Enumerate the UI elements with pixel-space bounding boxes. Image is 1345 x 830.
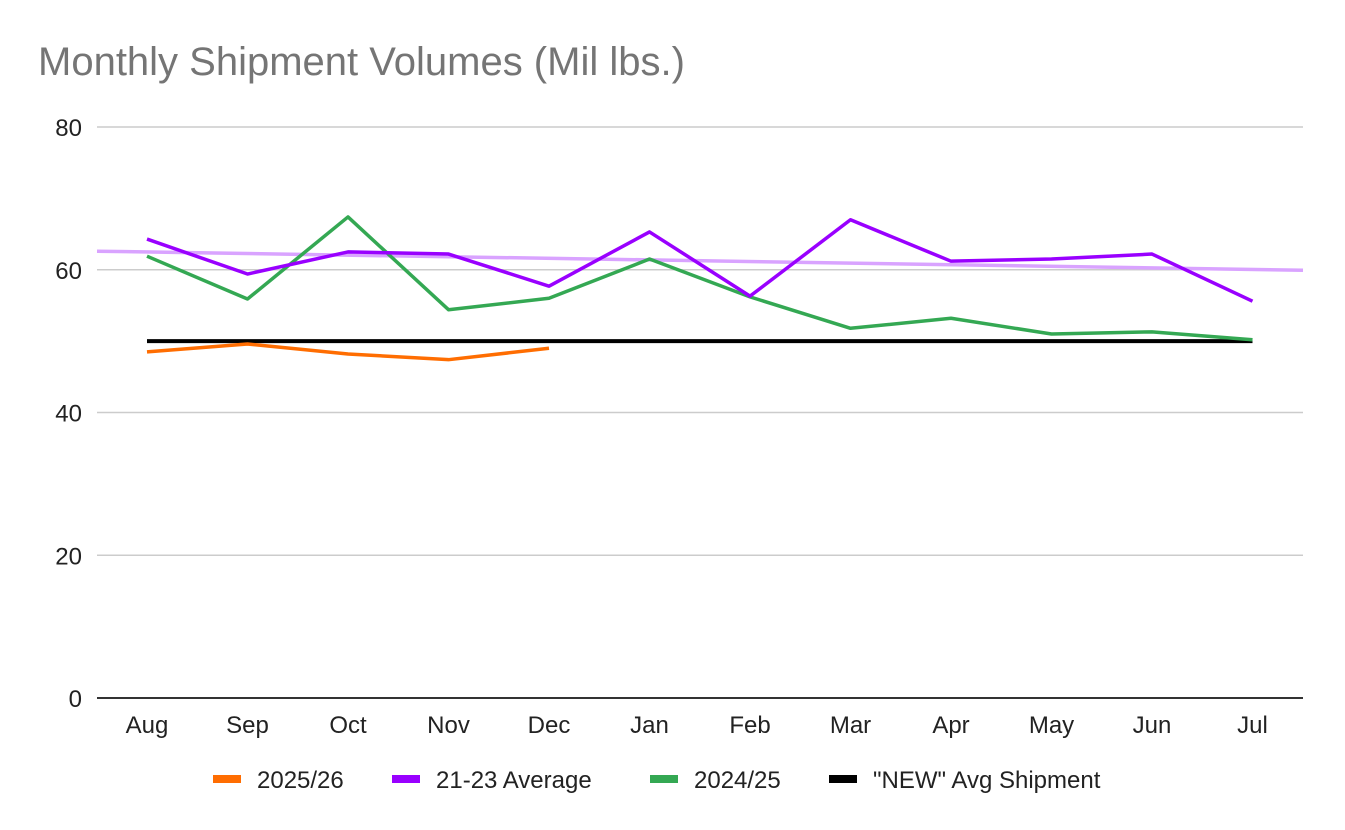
x-tick-label: Sep <box>226 712 269 739</box>
x-tick-label: Jan <box>630 712 669 739</box>
legend-label: 21-23 Average <box>436 767 592 794</box>
chart-title: Monthly Shipment Volumes (Mil lbs.) <box>38 40 685 84</box>
trendline <box>96 249 1304 272</box>
x-tick-label: Feb <box>729 712 770 739</box>
legend-label: 2024/25 <box>694 767 781 794</box>
x-tick-label: Jun <box>1133 712 1172 739</box>
y-tick-label: 0 <box>69 686 82 713</box>
x-tick-label: Jul <box>1237 712 1268 739</box>
legend-label: "NEW" Avg Shipment <box>873 767 1101 794</box>
series-line-0 <box>146 342 550 362</box>
legend-swatch <box>213 775 241 783</box>
y-tick-label: 80 <box>55 115 82 142</box>
series-line-1 <box>146 218 1254 303</box>
y-tick-label: 20 <box>55 543 82 570</box>
legend-swatch <box>829 775 857 783</box>
x-tick-label: Oct <box>329 712 367 739</box>
x-tick-label: Dec <box>528 712 571 739</box>
x-tick-label: Mar <box>830 712 871 739</box>
legend-swatch <box>392 775 420 783</box>
x-tick-label: Aug <box>126 712 169 739</box>
y-tick-label: 60 <box>55 258 82 285</box>
x-tick-label: Nov <box>427 712 470 739</box>
legend-swatch <box>650 775 678 783</box>
legend-label: 2025/26 <box>257 767 344 794</box>
y-tick-label: 40 <box>55 401 82 428</box>
series-line-2 <box>146 215 1253 342</box>
x-tick-label: Apr <box>932 712 969 739</box>
x-tick-label: May <box>1029 712 1074 739</box>
